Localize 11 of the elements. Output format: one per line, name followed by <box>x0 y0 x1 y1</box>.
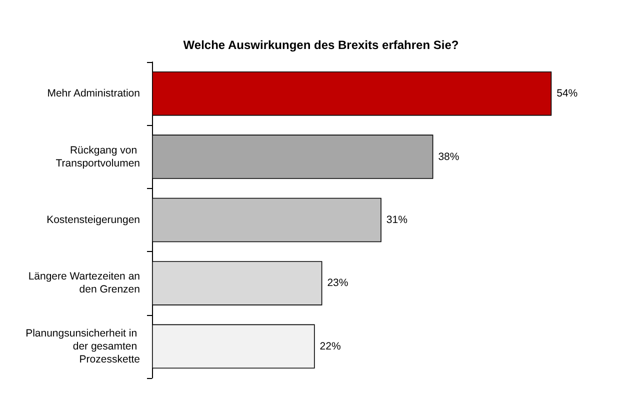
y-tick-label: Längere Wartezeiten an den Grenzen <box>28 270 140 296</box>
y-tick-label: Mehr Administration <box>47 88 140 100</box>
data-label: 38% <box>438 150 460 163</box>
y-tick-label: Planungsunsicherheit in der gesamten Prozesskette <box>26 327 140 366</box>
chart-title: Welche Auswirkungen des Brexits erfahren Sie? <box>183 38 459 52</box>
data-label: 22% <box>320 340 341 352</box>
y-tick-label: Rückgang von Transportvolumen <box>56 144 140 170</box>
data-label: 23% <box>327 277 348 290</box>
y-tick-label: Kostensteigerungen <box>46 214 140 226</box>
data-label: 54% <box>556 88 578 100</box>
data-label: 31% <box>386 214 408 226</box>
